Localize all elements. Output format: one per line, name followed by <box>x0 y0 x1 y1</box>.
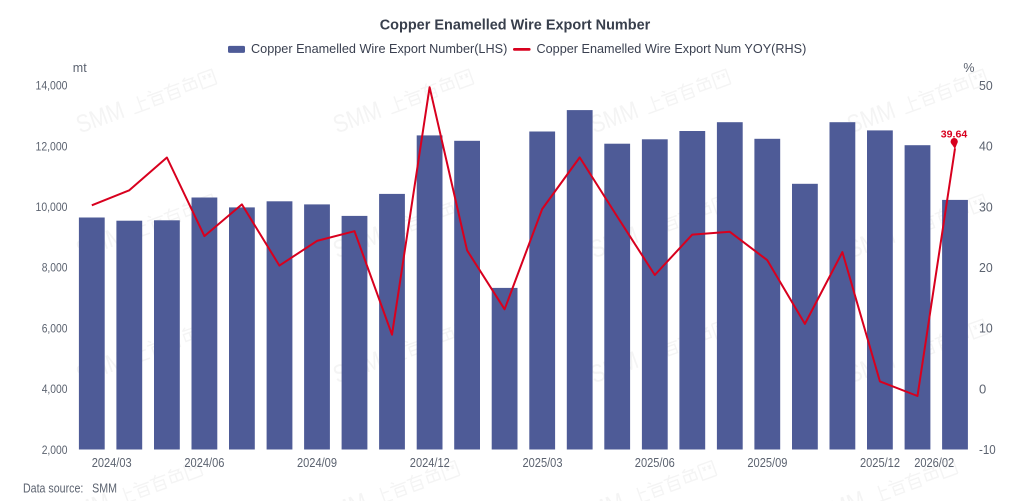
svg-text:2024/06: 2024/06 <box>184 455 224 470</box>
svg-text:SMM: SMM <box>586 96 642 139</box>
svg-text:Copper Enamelled Wire Export N: Copper Enamelled Wire Export Num YOY(RHS… <box>537 41 807 56</box>
svg-text:2024/09: 2024/09 <box>297 455 337 470</box>
svg-text:2025/12: 2025/12 <box>860 455 900 470</box>
svg-text:40: 40 <box>979 139 993 154</box>
svg-text:20: 20 <box>979 260 993 275</box>
svg-text:2024/12: 2024/12 <box>410 455 450 470</box>
svg-text:6,000: 6,000 <box>42 321 68 335</box>
svg-text:mt: mt <box>73 61 87 75</box>
svg-text:SMM: SMM <box>72 96 128 139</box>
svg-text:Copper Enamelled Wire Export N: Copper Enamelled Wire Export Number <box>380 16 651 33</box>
svg-text:4,000: 4,000 <box>42 382 68 396</box>
svg-text:50: 50 <box>979 78 993 93</box>
svg-text:SMM: SMM <box>813 486 869 501</box>
svg-text:SMM: SMM <box>329 96 385 139</box>
svg-text:-10: -10 <box>979 442 996 457</box>
svg-text:2025/03: 2025/03 <box>523 455 563 470</box>
svg-text:Data source: SMM: Data source: SMM <box>23 480 117 495</box>
svg-text:10,000: 10,000 <box>36 200 68 214</box>
svg-text:2026/02: 2026/02 <box>914 455 954 470</box>
svg-text:2,000: 2,000 <box>42 443 68 457</box>
svg-text:2025/06: 2025/06 <box>635 455 675 470</box>
svg-text:2025/09: 2025/09 <box>747 455 787 470</box>
svg-text:39.64: 39.64 <box>941 129 968 141</box>
svg-text:SMM: SMM <box>572 488 628 501</box>
svg-text:12,000: 12,000 <box>36 139 68 153</box>
svg-text:%: % <box>963 61 974 75</box>
svg-text:10: 10 <box>979 321 993 336</box>
svg-text:0: 0 <box>979 381 986 396</box>
svg-text:2024/03: 2024/03 <box>92 455 132 470</box>
svg-text:14,000: 14,000 <box>36 79 68 93</box>
svg-text:8,000: 8,000 <box>42 261 68 275</box>
svg-text:SMM: SMM <box>315 488 371 501</box>
svg-text:Copper Enamelled Wire Export N: Copper Enamelled Wire Export Number(LHS) <box>251 41 507 56</box>
svg-text:30: 30 <box>979 199 993 214</box>
